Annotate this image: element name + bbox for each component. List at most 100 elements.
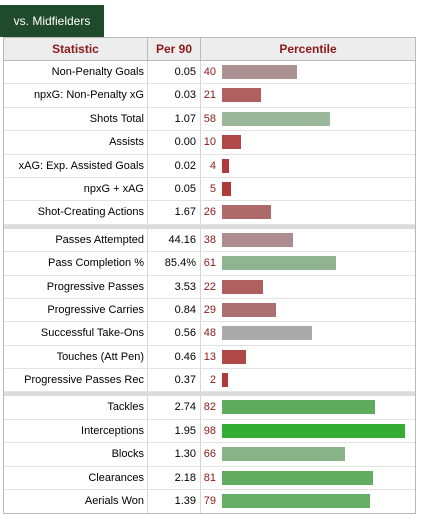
percentile-bar [222, 279, 263, 294]
stat-name: npxG + xAG [4, 177, 148, 201]
percentile-cell: 29 [201, 299, 415, 321]
stat-name: Aerials Won [4, 490, 148, 514]
percentile-bar [222, 65, 297, 79]
per90-value: 0.56 [148, 322, 201, 345]
per90-value: 0.46 [148, 345, 201, 369]
tab-vs-midfielders[interactable]: vs. Midfielders [0, 5, 104, 37]
percentile-cell: 81 [201, 467, 415, 489]
per90-value: 0.05 [148, 61, 201, 84]
table-row: Clearances 2.18 81 [4, 466, 415, 491]
per90-value: 1.95 [148, 419, 201, 443]
table-row: Aerials Won 1.39 79 [4, 490, 415, 514]
percentile-value: 79 [203, 495, 216, 508]
percentile-cell: 98 [201, 420, 415, 442]
table-row: Blocks 1.30 66 [4, 443, 415, 467]
percentile-value: 21 [203, 89, 216, 102]
per90-value: 1.07 [148, 107, 201, 131]
percentile-value: 58 [203, 112, 216, 125]
percentile-value: 81 [203, 471, 216, 484]
percentile-bar [222, 494, 370, 509]
percentile-value: 66 [203, 448, 216, 461]
per90-value: 0.00 [148, 131, 201, 154]
stat-name: Progressive Passes [4, 275, 148, 298]
percentile-cell: 66 [201, 443, 415, 465]
percentile-bar [222, 111, 330, 126]
table-row: Shots Total 1.07 58 [4, 107, 415, 132]
per90-value: 0.05 [148, 177, 201, 201]
percentile-value: 82 [203, 401, 216, 414]
stat-name: Pass Completion % [4, 252, 148, 275]
per90-value: 1.67 [148, 201, 201, 224]
table-row: Progressive Carries 0.84 29 [4, 298, 415, 323]
per90-value: 0.84 [148, 298, 201, 322]
percentile-bar [222, 349, 246, 364]
percentile-value: 61 [203, 257, 216, 270]
percentile-cell: 58 [201, 108, 415, 130]
per90-value: 85.4% [148, 252, 201, 275]
percentile-value: 10 [203, 136, 216, 149]
table-row: npxG: Non-Penalty xG 0.03 21 [4, 84, 415, 108]
percentile-value: 13 [203, 350, 216, 363]
percentile-cell: 61 [201, 252, 415, 274]
percentile-bar [222, 423, 405, 438]
per90-value: 1.30 [148, 443, 201, 466]
percentile-cell: 13 [201, 346, 415, 368]
percentile-bar [222, 447, 345, 462]
table-row: xAG: Exp. Assisted Goals 0.02 4 [4, 154, 415, 178]
percentile-cell: 40 [201, 61, 415, 83]
percentile-bar [222, 135, 241, 150]
header-percentile[interactable]: Percentile [279, 42, 337, 56]
stat-name: xAG: Exp. Assisted Goals [4, 154, 148, 177]
percentile-value: 22 [203, 280, 216, 293]
percentile-cell: 21 [201, 84, 415, 106]
percentile-table: Statistic Per 90 Percentile Non-Penalty … [3, 37, 416, 514]
header-per90[interactable]: Per 90 [148, 38, 201, 60]
stat-name: Non-Penalty Goals [4, 61, 148, 84]
stat-name: Successful Take-Ons [4, 322, 148, 345]
percentile-value: 29 [203, 303, 216, 316]
table-header: Statistic Per 90 Percentile [4, 38, 415, 61]
per90-value: 2.74 [148, 396, 201, 419]
per90-value: 0.03 [148, 84, 201, 107]
stat-name: Blocks [4, 443, 148, 466]
percentile-cell: 48 [201, 322, 415, 344]
stat-name: Tackles [4, 396, 148, 419]
per90-value: 0.02 [148, 154, 201, 177]
table-row: Tackles 2.74 82 [4, 396, 415, 420]
per90-value: 2.18 [148, 466, 201, 490]
percentile-cell: 5 [201, 178, 415, 200]
percentile-cell: 22 [201, 276, 415, 298]
percentile-bar [222, 302, 276, 317]
percentile-value: 5 [209, 182, 216, 195]
table-row: Touches (Att Pen) 0.46 13 [4, 345, 415, 370]
stat-name: Shots Total [4, 107, 148, 131]
stat-name: npxG: Non-Penalty xG [4, 84, 148, 107]
percentile-bar [222, 256, 336, 271]
percentile-cell: 79 [201, 490, 415, 513]
percentile-value: 26 [203, 206, 216, 219]
table-row: Pass Completion % 85.4% 61 [4, 252, 415, 276]
percentile-value: 4 [209, 159, 216, 172]
table-row: Shot-Creating Actions 1.67 26 [4, 201, 415, 225]
percentile-bar [222, 232, 293, 247]
header-statistic[interactable]: Statistic [4, 38, 148, 60]
percentile-bar [222, 470, 373, 485]
stat-name: Progressive Carries [4, 298, 148, 322]
table-row: Assists 0.00 10 [4, 131, 415, 155]
percentile-value: 48 [203, 327, 216, 340]
table-row: Progressive Passes 3.53 22 [4, 275, 415, 299]
percentile-bar [222, 181, 231, 196]
stat-name: Shot-Creating Actions [4, 201, 148, 224]
per90-value: 1.39 [148, 490, 201, 514]
percentile-bar [222, 88, 261, 103]
per90-value: 44.16 [148, 228, 201, 252]
stat-name: Clearances [4, 466, 148, 490]
table-body: Non-Penalty Goals 0.05 40 npxG: Non-Penalty… [4, 61, 415, 514]
stat-name: Passes Attempted [4, 228, 148, 252]
percentile-cell: 10 [201, 131, 415, 153]
per90-value: 0.37 [148, 369, 201, 392]
table-row: Interceptions 1.95 98 [4, 419, 415, 444]
table-row: npxG + xAG 0.05 5 [4, 177, 415, 202]
percentile-cell: 26 [201, 201, 415, 223]
table-row: Progressive Passes Rec 0.37 2 [4, 369, 415, 393]
